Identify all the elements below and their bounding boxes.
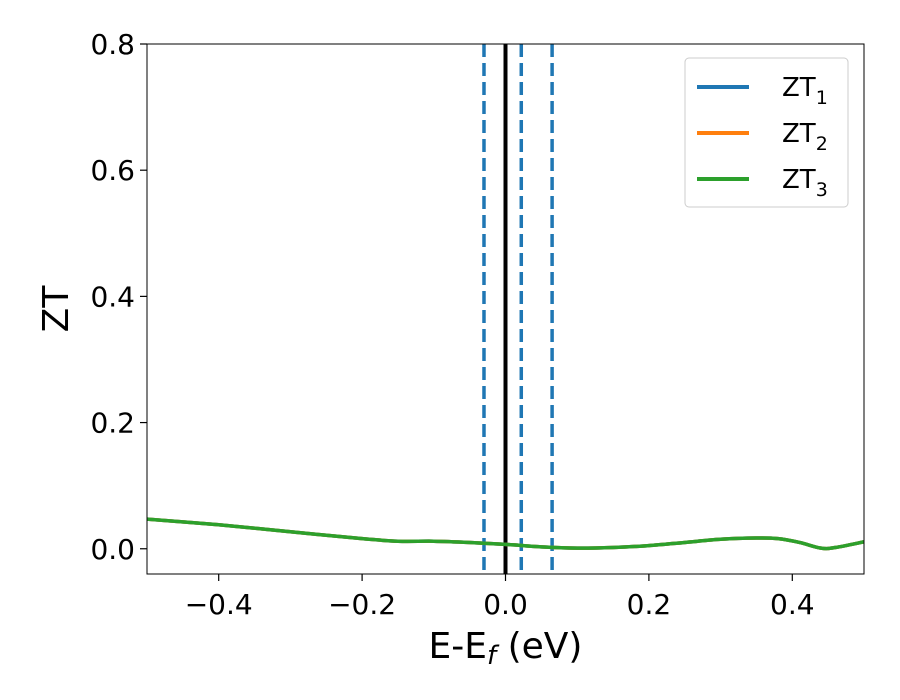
- y-tick-label: 0.8: [90, 28, 135, 61]
- legend-item-2: ZT2: [697, 119, 828, 155]
- y-tick-label: 0.4: [90, 280, 135, 313]
- x-tick-label: 0.0: [483, 588, 528, 621]
- series-line-3: [147, 517, 864, 551]
- legend-box: [684, 57, 849, 208]
- vertical-lines: [482, 44, 554, 574]
- y-tick-label: 0.2: [90, 407, 135, 440]
- y-tick-label: 0.0: [90, 533, 135, 566]
- x-axis: −0.4 −0.2 0.0 0.2 0.4: [185, 574, 815, 621]
- x-axis-label-main: E-E: [429, 626, 487, 667]
- y-tick-label: 0.6: [90, 154, 135, 187]
- legend-label: ZT3: [782, 165, 828, 201]
- y-axis-label: ZT: [36, 285, 77, 333]
- legend-label: ZT2: [782, 119, 828, 155]
- x-tick-label: −0.2: [328, 588, 396, 621]
- x-tick-label: 0.4: [770, 588, 815, 621]
- legend-item-3: ZT3: [697, 165, 828, 201]
- legend: ZT1 ZT2 ZT3: [684, 57, 849, 208]
- x-tick-label: 0.2: [627, 588, 672, 621]
- legend-item-1: ZT1: [697, 73, 828, 109]
- x-axis-label: E-Ef (eV): [429, 626, 583, 671]
- legend-label: ZT1: [782, 73, 828, 109]
- x-axis-label-unit: (eV): [496, 626, 582, 667]
- y-axis: 0.0 0.2 0.4 0.6 0.8: [90, 28, 147, 566]
- x-tick-label: −0.4: [185, 588, 253, 621]
- series-lines: [147, 517, 864, 551]
